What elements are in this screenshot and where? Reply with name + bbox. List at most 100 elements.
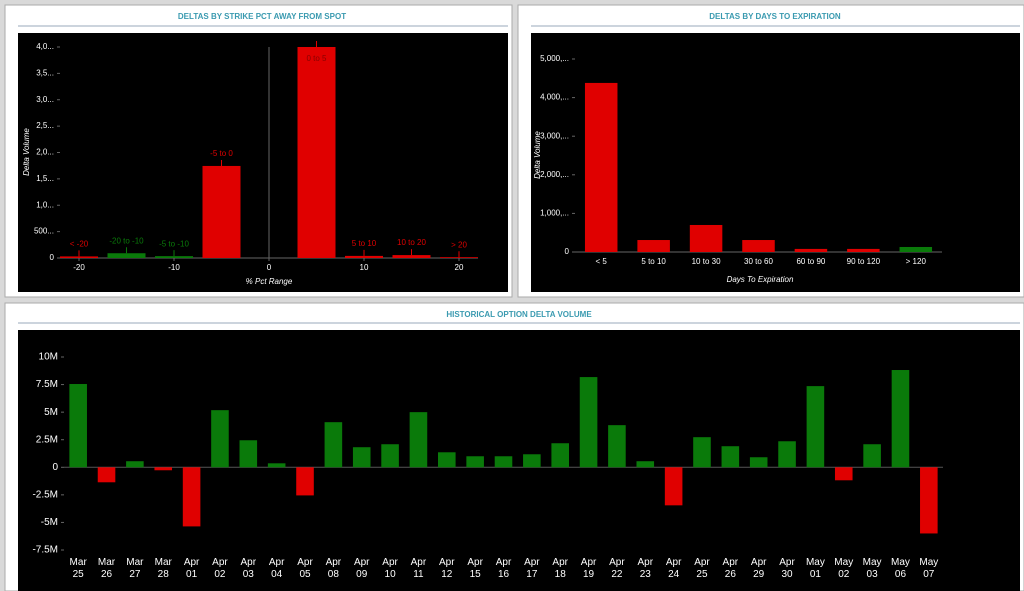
bar	[409, 412, 428, 468]
x-tick-label: Apr 11	[410, 557, 427, 580]
x-tick-label: Apr 12	[439, 557, 455, 580]
bar	[749, 457, 768, 468]
x-tick-label: May 02	[834, 557, 854, 580]
bar	[794, 248, 828, 252]
x-tick-label: 30 to 60	[744, 257, 773, 266]
x-tick-label: Apr 05	[297, 557, 313, 580]
y-tick-label: 2,5...	[36, 121, 54, 130]
bar	[494, 456, 513, 468]
bar	[899, 246, 933, 252]
bar-label: 0 to 5	[306, 54, 327, 63]
x-tick-label: Apr 18	[552, 557, 568, 580]
y-tick-label: 4,0...	[36, 42, 54, 51]
x-tick-label: 5 to 10	[641, 257, 666, 266]
x-tick-label: Apr 10	[382, 557, 398, 580]
x-tick-label: 60 to 90	[796, 257, 825, 266]
y-tick-label: 3,0...	[36, 95, 54, 104]
x-tick-label: Apr 02	[212, 557, 228, 580]
y-tick-label: 1,0...	[36, 200, 54, 209]
x-tick-label: May 01	[805, 557, 825, 580]
bar	[664, 467, 683, 506]
y-tick-label: 0	[565, 247, 570, 256]
bar	[345, 255, 383, 258]
x-tick-label: Apr 04	[268, 557, 285, 580]
x-tick-label: Apr 29	[750, 557, 767, 580]
x-tick-label: Apr 25	[694, 557, 710, 580]
bar	[211, 410, 229, 468]
x-tick-label: Mar 28	[154, 557, 172, 580]
x-tick-label: Apr 26	[722, 557, 739, 580]
bar	[523, 454, 541, 468]
x-tick-label: Apr 16	[495, 557, 512, 580]
bar	[778, 441, 796, 468]
bar	[182, 467, 201, 527]
x-tick-label: Apr 23	[637, 557, 654, 580]
x-tick-label: Apr 17	[524, 557, 540, 580]
x-tick-label: Apr 22	[609, 557, 625, 580]
bar	[324, 422, 343, 468]
x-tick-label: Apr 08	[325, 557, 342, 580]
bar	[579, 377, 598, 468]
bar	[97, 467, 116, 483]
bar	[806, 386, 825, 468]
bar	[608, 425, 626, 468]
y-tick-label: 0	[52, 462, 58, 473]
x-tick-label: Mar 26	[97, 557, 116, 580]
bar	[863, 444, 881, 468]
x-axis-label: % Pct Range	[246, 277, 293, 286]
bar	[834, 467, 853, 481]
bar	[297, 47, 336, 258]
y-tick-label: -2.5M	[32, 489, 58, 500]
y-tick-label: 2.5M	[36, 434, 58, 445]
x-tick-label: May 03	[862, 557, 882, 580]
x-axis-label: Days To Expiration	[727, 275, 794, 284]
x-tick-label: Mar 27	[126, 557, 144, 580]
bar	[584, 82, 618, 252]
bar-label: 5 to 10	[352, 239, 377, 248]
y-tick-label: 500...	[34, 227, 54, 236]
bar	[107, 253, 146, 258]
x-tick-label: Apr 30	[779, 557, 795, 580]
y-tick-label: -5M	[41, 517, 58, 528]
y-tick-label: 3,000,...	[540, 131, 569, 140]
bar	[693, 437, 711, 468]
bar	[154, 467, 173, 471]
x-tick-label: 90 to 120	[847, 257, 881, 266]
x-tick-label: -10	[168, 263, 180, 272]
y-tick-label: 5,000,...	[540, 54, 569, 63]
bar	[440, 257, 478, 258]
y-axis-label: Delta Volume	[22, 128, 31, 176]
y-tick-label: 1,5...	[36, 174, 54, 183]
y-axis-label: Delta Volume	[533, 131, 542, 179]
bar	[69, 384, 87, 468]
bar	[689, 224, 723, 252]
x-tick-label: -20	[73, 263, 85, 272]
bar	[392, 255, 431, 258]
bar	[267, 463, 286, 468]
y-tick-label: 4,000,...	[540, 93, 569, 102]
x-tick-label: Apr 03	[240, 557, 257, 580]
chart-title: DELTAS BY DAYS TO EXPIRATION	[709, 12, 841, 21]
bar	[239, 440, 258, 468]
chart-title: DELTAS BY STRIKE PCT AWAY FROM SPOT	[178, 12, 346, 21]
y-tick-label: 0	[50, 253, 55, 262]
y-tick-label: 1,000,...	[540, 209, 569, 218]
bar-label: > 20	[451, 240, 467, 249]
bar-label: 10 to 20	[397, 238, 426, 247]
bar	[891, 370, 910, 468]
x-tick-label: < 5	[596, 257, 608, 266]
bar-label: < -20	[70, 240, 89, 249]
chart-title: HISTORICAL OPTION DELTA VOLUME	[446, 310, 592, 319]
y-tick-label: 10M	[39, 352, 58, 363]
bar	[742, 240, 775, 252]
bar	[847, 248, 880, 252]
bar-label: -5 to -10	[159, 239, 189, 248]
x-tick-label: May 07	[919, 557, 939, 580]
bar	[381, 444, 399, 468]
x-tick-label: Apr 24	[665, 557, 682, 580]
bar	[551, 443, 569, 468]
x-tick-label: 20	[455, 263, 464, 272]
bar-label: -20 to -10	[109, 236, 144, 245]
bar	[920, 467, 938, 534]
